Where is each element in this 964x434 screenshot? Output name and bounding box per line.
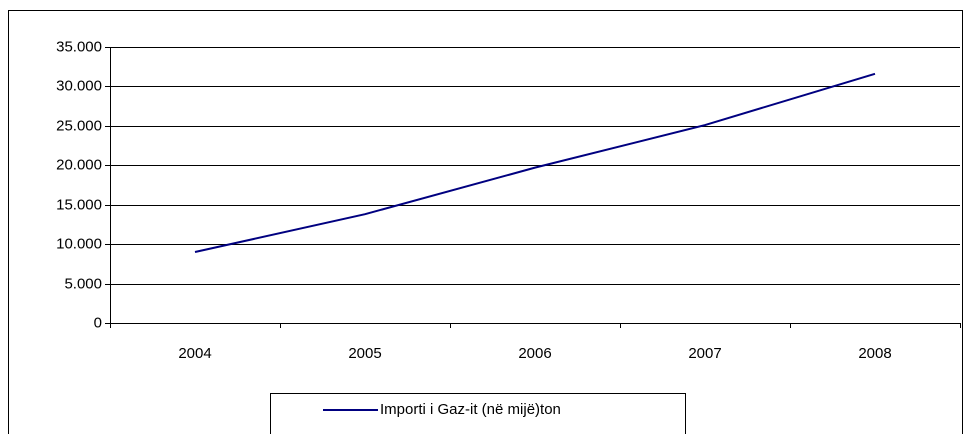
x-tick-label: 2005: [348, 345, 381, 362]
y-tick-label: 0: [94, 314, 102, 331]
y-tick-label: 20.000: [56, 156, 102, 173]
y-tick-label: 35.000: [56, 38, 102, 55]
y-tick-label: 5.000: [64, 275, 102, 292]
y-tick-label: 10.000: [56, 235, 102, 252]
x-tick-label: 2007: [688, 345, 721, 362]
legend-label: Importi i Gaz-it (në mijë)ton: [380, 401, 561, 418]
legend-box: [270, 393, 686, 434]
y-tick-label: 30.000: [56, 77, 102, 94]
y-tick-label: 15.000: [56, 196, 102, 213]
y-tick-label: 25.000: [56, 117, 102, 134]
chart-frame: [8, 10, 963, 434]
x-tick-label: 2008: [858, 345, 891, 362]
line-series: [194, 72, 876, 254]
x-tick-label: 2004: [178, 345, 211, 362]
x-tick-label: 2006: [518, 345, 551, 362]
